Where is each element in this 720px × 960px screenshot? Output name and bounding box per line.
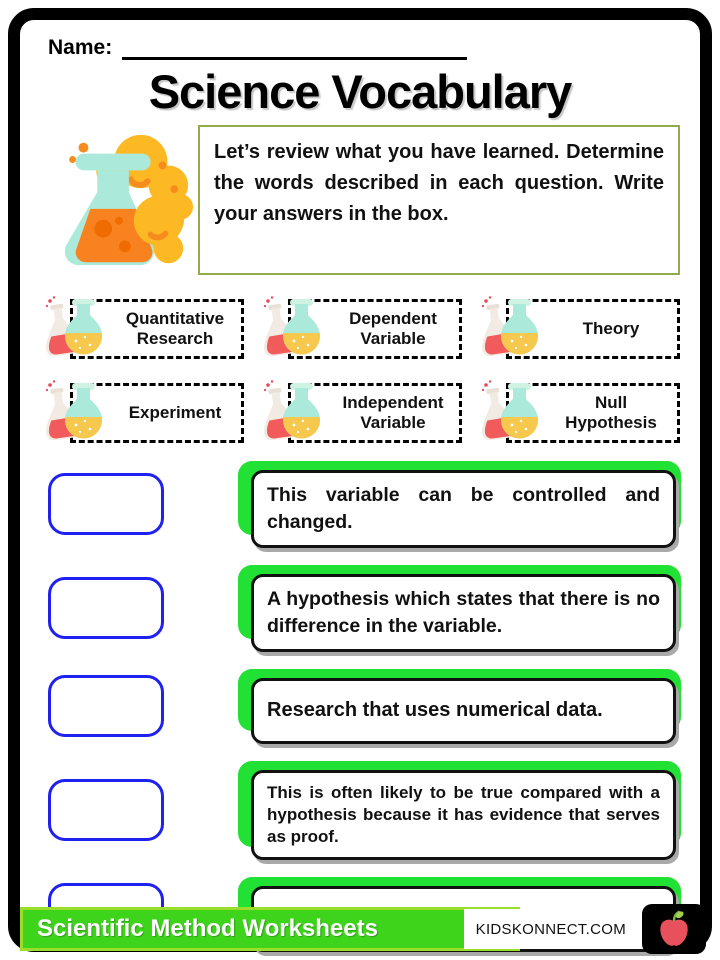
answer-box-2[interactable] xyxy=(48,577,164,640)
two-flasks-icon xyxy=(45,296,102,357)
two-flasks-icon xyxy=(263,296,320,357)
question-row: This is often likely to be true compared… xyxy=(40,760,681,860)
two-flasks-icon xyxy=(263,380,320,441)
name-label: Name: xyxy=(48,36,113,59)
question-row: This variable can be controlled and chan… xyxy=(40,461,681,548)
question-text-1: This variable can be controlled and chan… xyxy=(251,470,676,548)
instructions-text: Let’s review what you have learned. Dete… xyxy=(198,125,680,275)
answer-box-4[interactable] xyxy=(48,779,164,842)
word-bank-item: Theory xyxy=(478,296,680,359)
question-text-2: A hypothesis which states that there is … xyxy=(251,573,676,652)
flask-with-smoke-icon xyxy=(40,125,198,275)
flask-shape xyxy=(64,153,154,266)
two-flasks-icon xyxy=(481,380,538,441)
question-text-3: Research that uses numerical data. xyxy=(251,677,676,744)
word-bank-item: Quantitative Research xyxy=(42,296,244,359)
questions-section: This variable can be controlled and chan… xyxy=(40,461,681,952)
question-card-wrap: A hypothesis which states that there is … xyxy=(238,564,681,652)
worksheet-frame: Name: Science Vocabulary xyxy=(8,8,712,952)
question-text-4: This is often likely to be true compared… xyxy=(251,769,676,860)
question-card-wrap: Research that uses numerical data. xyxy=(238,668,681,744)
question-card-wrap: This variable can be controlled and chan… xyxy=(238,461,681,548)
word-bank-item: Experiment xyxy=(42,380,244,443)
name-row: Name: xyxy=(48,36,680,60)
answer-box-3[interactable] xyxy=(48,675,164,738)
name-input-line[interactable] xyxy=(122,38,468,60)
kidskonnect-logo-badge xyxy=(642,904,706,954)
word-bank-item: Independent Variable xyxy=(260,380,462,443)
apple-icon xyxy=(660,910,688,946)
page-title: Science Vocabulary xyxy=(148,65,573,118)
question-row: A hypothesis which states that there is … xyxy=(40,564,681,652)
word-bank: Quantitative Research Dependent Variable xyxy=(42,296,680,443)
two-flasks-icon xyxy=(481,296,538,357)
question-card-wrap: This is often likely to be true compared… xyxy=(238,760,681,860)
two-flasks-icon xyxy=(45,380,102,441)
word-bank-label: Dependent Variable xyxy=(288,299,462,359)
word-bank-label: Quantitative Research xyxy=(70,299,244,359)
word-bank-label: Independent Variable xyxy=(288,383,462,443)
word-bank-item: Dependent Variable xyxy=(260,296,462,359)
footer-site-text: KIDSKONNECT.COM xyxy=(463,909,638,949)
answer-box-1[interactable] xyxy=(48,473,164,536)
intro-section: Let’s review what you have learned. Dete… xyxy=(40,125,680,275)
footer-series-bar: Scientific Method Worksheets xyxy=(20,907,520,951)
footer-series-title: Scientific Method Worksheets xyxy=(37,915,378,942)
question-row: Research that uses numerical data. xyxy=(40,668,681,744)
word-bank-item: Null Hypothesis xyxy=(478,380,680,443)
